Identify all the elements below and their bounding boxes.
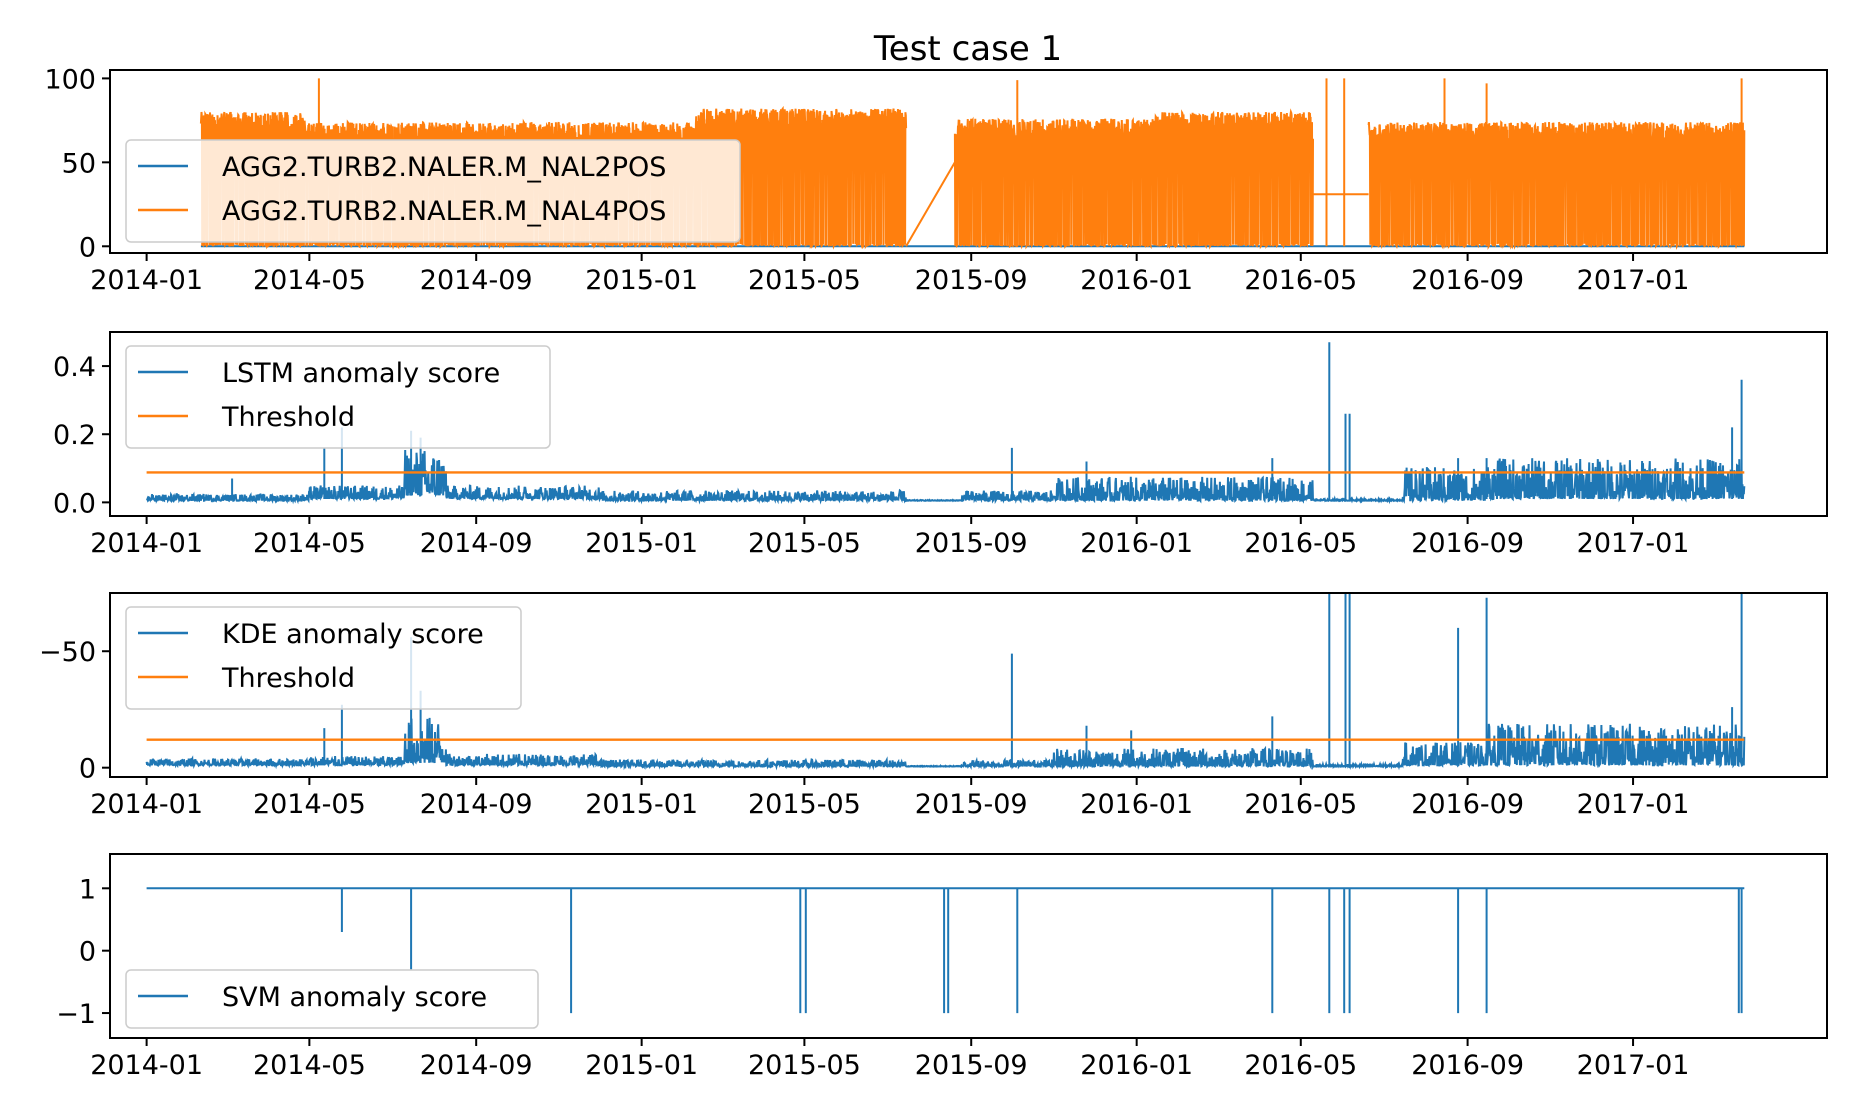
y-tick-label: 0.4 [53,352,96,383]
panel-3: 0 −50 2014-01 2014-05 2014-09 2015-01 2015-05 2… [39,592,1828,820]
x-tick-label: 2015-01 [585,265,698,296]
x-tick-label: 2014-01 [90,265,203,296]
x-tick-label: 2015-01 [585,789,698,820]
x-tick-label: 2016-05 [1244,265,1357,296]
y-tick-label: −1 [56,999,96,1030]
x-tick-label: 2016-09 [1411,789,1524,820]
x-tick-label: 2015-09 [915,789,1028,820]
series-line-4-1 [146,887,1745,1014]
legend-label: Threshold [221,402,355,433]
panel-4: 1 0 −1 2014-01 2014-05 2014-09 2015-01 2015-05 2… [56,853,1828,1081]
legend-box [125,969,539,1029]
axes-frame-3 [109,592,1828,778]
series-line-2-1 [145,342,1746,505]
y-tick-label: 0 [79,232,96,263]
x-tick-label: 2017-01 [1577,528,1690,559]
x-tick-label: 2015-09 [915,528,1028,559]
legend-box [125,345,551,449]
legend-label: Threshold [221,663,355,694]
x-tick-label: 2015-05 [748,265,861,296]
x-tick-label: 2016-09 [1411,1050,1524,1081]
x-tick-label: 2014-05 [253,528,366,559]
x-tick-label: 2014-05 [253,265,366,296]
y-tick-label: −50 [39,637,96,668]
x-tick-label: 2016-01 [1080,265,1193,296]
x-tick-label: 2017-01 [1577,265,1690,296]
x-tick-label: 2016-09 [1411,528,1524,559]
x-tick-label: 2015-05 [748,528,861,559]
x-tick-label: 2015-01 [585,1050,698,1081]
x-tick-label: 2014-01 [90,789,203,820]
x-tick-label: 2014-09 [420,1050,533,1081]
x-tick-label: 2014-09 [420,528,533,559]
legend-3: KDE anomaly score Threshold [125,606,522,710]
panel-2: 0.0 0.2 0.4 2014-01 2014-05 2014-09 2015-01 201… [53,331,1828,559]
legend-2: LSTM anomaly score Threshold [125,345,551,449]
x-tick-label: 2015-09 [915,265,1028,296]
x-tick-label: 2014-01 [90,528,203,559]
y-tick-label: 0 [79,937,96,968]
y-tick-label: 0.0 [53,488,96,519]
x-tick-label: 2016-05 [1244,789,1357,820]
x-tick-label: 2016-01 [1080,1050,1193,1081]
legend-label: LSTM anomaly score [222,358,500,389]
x-tick-label: 2014-05 [253,1050,366,1081]
legend-4: SVM anomaly score [125,969,539,1029]
x-tick-label: 2017-01 [1577,789,1690,820]
axes-frame-2 [109,331,1828,517]
x-tick-label: 2016-01 [1080,789,1193,820]
legend-box [125,606,522,710]
x-tick-label: 2014-09 [420,265,533,296]
y-tick-label: 1 [79,874,96,905]
x-tick-label: 2015-09 [915,1050,1028,1081]
legend-label: KDE anomaly score [222,619,484,650]
x-tick-label: 2015-01 [585,528,698,559]
plot-area-4 [146,887,1745,1014]
legend-box [125,139,741,243]
x-tick-label: 2014-09 [420,789,533,820]
plot-area-2 [145,342,1746,505]
axes-frame-4 [109,853,1828,1039]
x-tick-label: 2015-05 [748,789,861,820]
y-tick-label: 0 [79,754,96,785]
x-tick-label: 2016-09 [1411,265,1524,296]
y-tick-label: 50 [62,148,96,179]
x-tick-label: 2014-05 [253,789,366,820]
legend-label: SVM anomaly score [222,982,487,1013]
y-tick-label: 100 [44,64,96,95]
x-tick-label: 2016-01 [1080,528,1193,559]
legend-label: AGG2.TURB2.NALER.M_NAL4POS [222,196,666,227]
legend-1: AGG2.TURB2.NALER.M_NAL2POS AGG2.TURB2.NAL… [125,139,741,243]
figure-title: Test case 1 [873,29,1062,69]
x-tick-label: 2017-01 [1577,1050,1690,1081]
y-tick-label: 0.2 [53,420,96,451]
panel-1: 0 50 100 2014-01 2014-05 2014-09 2015-01 2015-0… [44,64,1828,296]
legend-label: AGG2.TURB2.NALER.M_NAL2POS [222,152,666,183]
x-tick-label: 2016-05 [1244,528,1357,559]
x-tick-label: 2016-05 [1244,1050,1357,1081]
x-tick-label: 2015-05 [748,1050,861,1081]
x-tick-label: 2014-01 [90,1050,203,1081]
